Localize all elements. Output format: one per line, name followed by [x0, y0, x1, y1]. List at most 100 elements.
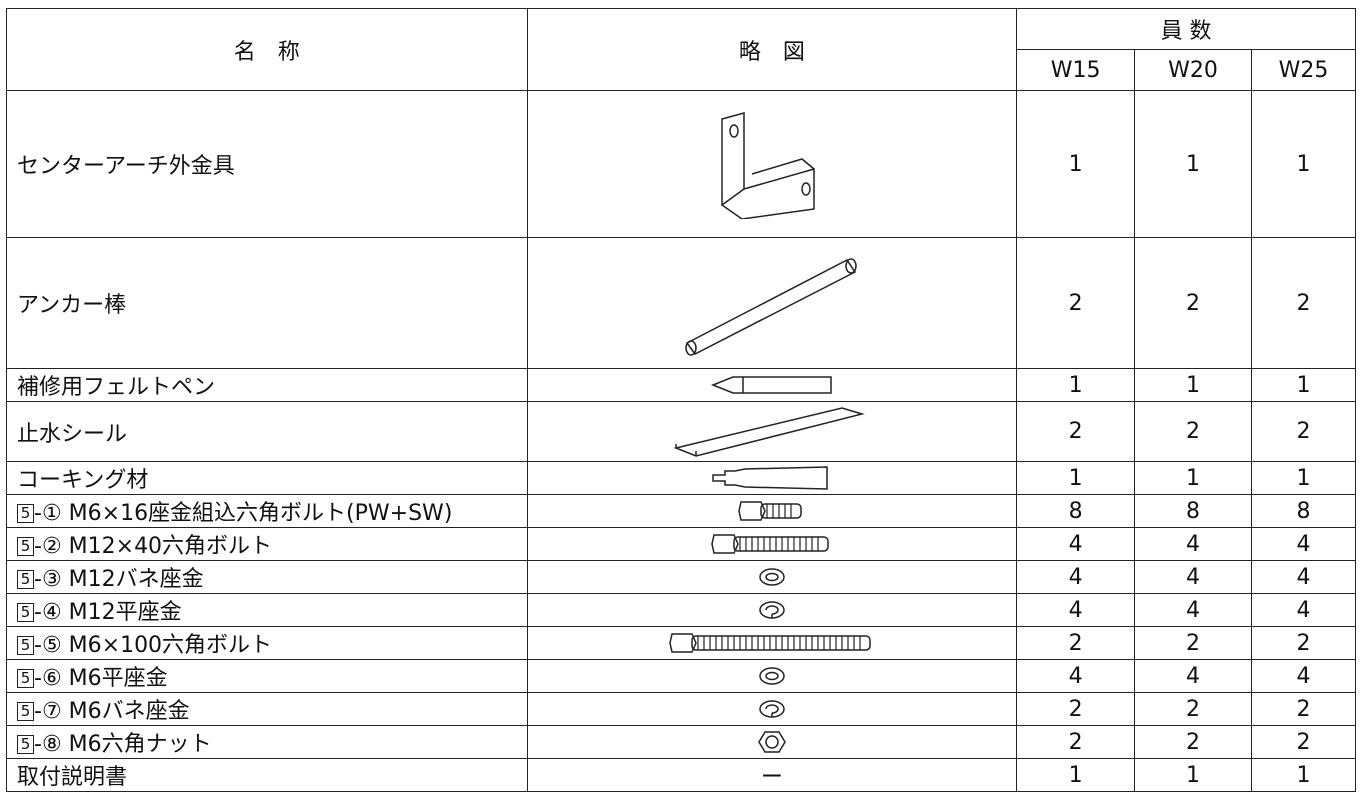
part-row: 5 -⑤ M6×100六角ボルト 2 2 2 — [6, 626, 1356, 660]
part-diagram — [526, 90, 1018, 238]
part-name-text: 取付説明書 — [17, 765, 128, 790]
count: 2 — [1134, 692, 1253, 726]
count: 1 — [1251, 368, 1356, 402]
part-name-text: アンカー棒 — [17, 293, 127, 318]
section-box: 5 — [17, 669, 34, 688]
header-count: 員 数 — [1016, 8, 1356, 50]
count: 2 — [1134, 725, 1253, 759]
section-box: 5 — [17, 504, 34, 523]
count: 1 — [1134, 368, 1253, 402]
part-name-text: -⑧ M6六角ナット — [34, 732, 212, 757]
part-name: 取付説明書 — [6, 758, 528, 792]
count: 4 — [1251, 659, 1356, 693]
part-name-text: コーキング材 — [17, 468, 149, 493]
part-diagram — [526, 494, 1018, 528]
part-name-text: -③ M12バネ座金 — [34, 567, 204, 592]
part-name-text: -⑤ M6×100六角ボルト — [34, 633, 273, 658]
part-name-text: 止水シール — [17, 421, 128, 447]
count: 4 — [1016, 560, 1136, 594]
header-size: W15 — [1016, 49, 1136, 91]
part-diagram — [526, 659, 1018, 693]
part-row: 止水シール 2 2 2 — [6, 401, 1356, 462]
part-row: 5 -② M12×40六角ボルト 4 4 4 — [6, 527, 1356, 561]
part-row: 5 -⑥ M6平座金 4 4 4 — [6, 659, 1356, 693]
part-diagram — [526, 692, 1018, 726]
part-icon — [669, 633, 871, 653]
part-name: 5 -④ M12平座金 — [6, 593, 528, 627]
part-name-text: -④ M12平座金 — [34, 600, 182, 625]
part-name-text: -① M6×16座金組込六角ボルト(PW+SW) — [34, 501, 453, 526]
table-body: センターアーチ外金具 1 1 1 アンカー棒 2 2 2 補修用フェルトペン 1 1 1 止水シール 2 2… — [6, 90, 1356, 792]
section-box: 5 — [17, 603, 34, 622]
part-icon — [673, 406, 865, 457]
part-name-text: センターアーチ外金具 — [17, 154, 235, 179]
part-diagram — [526, 401, 1018, 462]
part-diagram — [526, 237, 1018, 369]
part-icon — [759, 568, 785, 586]
count: 4 — [1134, 560, 1253, 594]
section-box: 5 — [17, 570, 34, 589]
part-diagram — [526, 593, 1018, 627]
count: 8 — [1251, 494, 1356, 528]
part-name-text: -② M12×40六角ボルト — [34, 534, 273, 559]
count: 2 — [1251, 725, 1356, 759]
count: 2 — [1251, 626, 1356, 660]
part-name: 5 -① M6×16座金組込六角ボルト(PW+SW) — [6, 494, 528, 528]
count: 2 — [1016, 692, 1136, 726]
count: 1 — [1134, 758, 1253, 792]
count: 1 — [1251, 461, 1356, 495]
header-size: W20 — [1134, 49, 1253, 91]
part-name-text: -⑥ M6平座金 — [34, 666, 168, 691]
part-name: 止水シール — [6, 401, 528, 462]
count: 4 — [1016, 659, 1136, 693]
header-name: 名 称 — [6, 8, 528, 91]
part-name: 5 -⑤ M6×100六角ボルト — [6, 626, 528, 660]
diagram-text: ー — [760, 765, 783, 790]
part-diagram — [526, 725, 1018, 759]
part-icon — [710, 376, 832, 394]
part-icon — [759, 601, 785, 619]
count: 4 — [1134, 659, 1253, 693]
part-icon — [712, 466, 828, 490]
part-diagram — [526, 368, 1018, 402]
part-row: 5 -③ M12バネ座金 4 4 4 — [6, 560, 1356, 594]
part-diagram — [526, 560, 1018, 594]
count: 2 — [1251, 692, 1356, 726]
parts-table: 名 称略 図員 数 W15 W20 W25 センターアーチ外金具 1 1 1 アンカー棒 2 2… — [6, 8, 1356, 792]
part-name-text: 補修用フェルトペン — [17, 375, 216, 400]
count: 2 — [1016, 725, 1136, 759]
part-diagram — [526, 626, 1018, 660]
section-box: 5 — [17, 702, 34, 721]
part-icon — [738, 501, 802, 521]
part-row: 5 -⑦ M6バネ座金 2 2 2 — [6, 692, 1356, 726]
part-diagram — [526, 527, 1018, 561]
part-icon — [757, 731, 786, 753]
part-name: 補修用フェルトペン — [6, 368, 528, 402]
part-row: コーキング材 1 1 1 — [6, 461, 1356, 495]
count: 2 — [1134, 401, 1253, 462]
count: 4 — [1251, 527, 1356, 561]
part-icon — [685, 258, 857, 356]
part-diagram: ー — [526, 758, 1018, 792]
count: 2 — [1134, 626, 1253, 660]
part-name: 5 -⑥ M6平座金 — [6, 659, 528, 693]
header-size: W25 — [1251, 49, 1356, 91]
part-row: 5 -① M6×16座金組込六角ボルト(PW+SW) 8 8 8 — [6, 494, 1356, 528]
count: 1 — [1251, 758, 1356, 792]
part-name: アンカー棒 — [6, 237, 528, 369]
count: 4 — [1251, 593, 1356, 627]
part-row: 補修用フェルトペン 1 1 1 — [6, 368, 1356, 402]
count: 2 — [1251, 237, 1356, 369]
part-diagram — [526, 461, 1018, 495]
count: 2 — [1251, 401, 1356, 462]
count: 1 — [1134, 90, 1253, 238]
part-icon — [721, 112, 815, 219]
part-name: 5 -⑧ M6六角ナット — [6, 725, 528, 759]
count: 1 — [1016, 461, 1136, 495]
section-box: 5 — [17, 735, 34, 754]
part-row: 5 -⑧ M6六角ナット 2 2 2 — [6, 725, 1356, 759]
count: 2 — [1016, 626, 1136, 660]
count: 4 — [1134, 527, 1253, 561]
part-row: アンカー棒 2 2 2 — [6, 237, 1356, 369]
